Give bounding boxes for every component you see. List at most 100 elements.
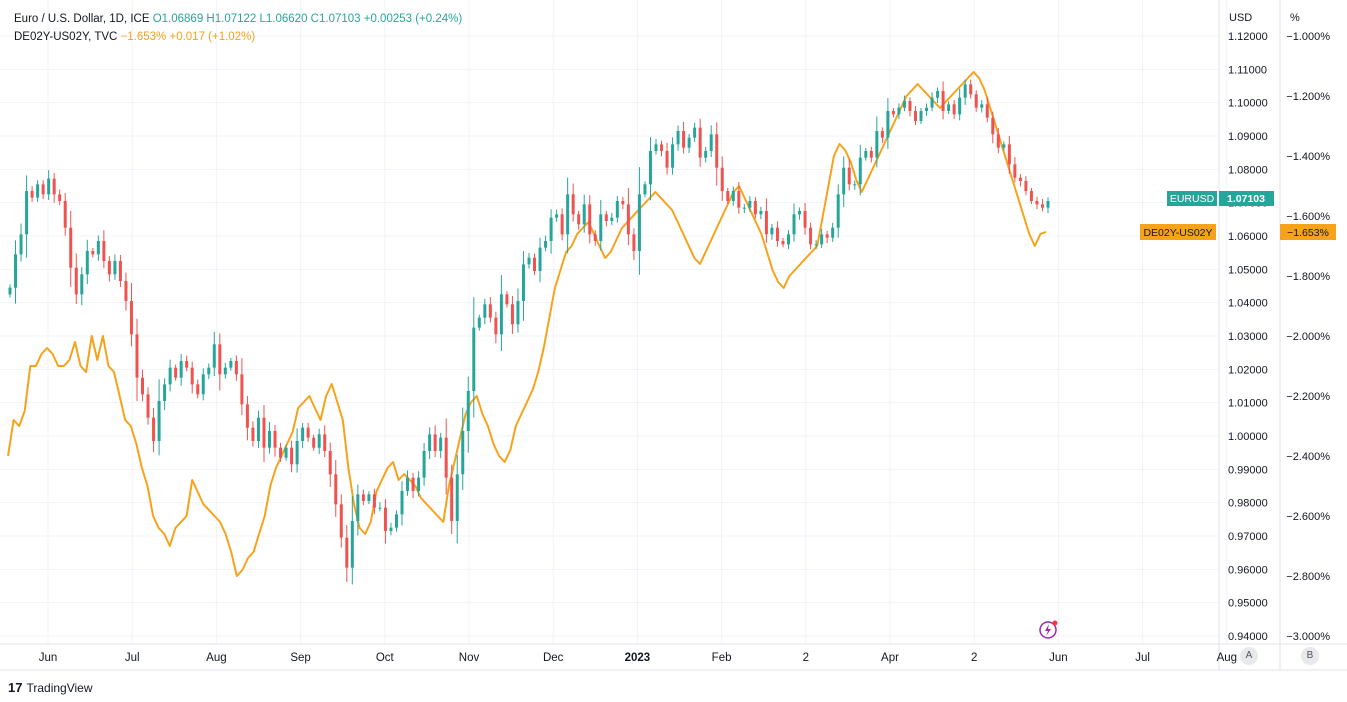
candle-body bbox=[1013, 164, 1017, 178]
candle-body bbox=[372, 494, 376, 508]
pct-unit-label: % bbox=[1290, 12, 1300, 24]
candle-body bbox=[969, 84, 973, 95]
candle-body bbox=[869, 151, 873, 158]
usd-tick-label: 0.98000 bbox=[1228, 498, 1268, 510]
candle-body bbox=[571, 194, 575, 215]
candle-body bbox=[41, 184, 45, 195]
candle-body bbox=[135, 334, 139, 378]
candle-body bbox=[400, 491, 404, 515]
pct-axis[interactable]: −1.000% −1.200% −1.400% −1.600% −1.800% −2.00… bbox=[1286, 31, 1330, 643]
candle-body bbox=[488, 304, 492, 318]
candle-body bbox=[350, 521, 354, 568]
time-tick-label: Jun bbox=[1049, 652, 1068, 664]
candle-body bbox=[207, 367, 211, 375]
candle-body bbox=[952, 104, 956, 115]
candle-body bbox=[328, 451, 332, 475]
candle-body bbox=[577, 214, 581, 225]
candle-body bbox=[538, 247, 542, 271]
candle-body bbox=[317, 434, 321, 448]
candle-body bbox=[245, 404, 249, 428]
candle-body bbox=[842, 167, 846, 195]
legend-low: L1.06620 bbox=[259, 13, 308, 25]
candle-body bbox=[781, 241, 785, 245]
scale-b-button[interactable]: B bbox=[1301, 647, 1319, 665]
candle-body bbox=[185, 361, 189, 368]
legend-second-symbol[interactable]: DE02Y-US02Y, TVC bbox=[14, 31, 118, 43]
candle-body bbox=[179, 361, 183, 378]
candle-body bbox=[665, 151, 669, 168]
candle-body bbox=[422, 451, 426, 478]
candle-body bbox=[1018, 177, 1022, 181]
candle-body bbox=[91, 251, 95, 255]
candle-body bbox=[726, 191, 730, 201]
tradingview-logo-icon: 17 bbox=[8, 680, 23, 695]
candle-body bbox=[720, 167, 724, 191]
usd-price-axis[interactable]: 1.120001.110001.100001.090001.080001.070… bbox=[1228, 31, 1268, 643]
candle-body bbox=[334, 474, 338, 505]
candle-body bbox=[295, 441, 299, 465]
candle-body bbox=[25, 191, 29, 235]
candle-body bbox=[660, 144, 664, 151]
usd-tick-label: 0.97000 bbox=[1228, 531, 1268, 543]
candle-body bbox=[1002, 144, 1006, 148]
candle-body bbox=[759, 211, 763, 215]
usd-tick-label: 0.95000 bbox=[1228, 598, 1268, 610]
usd-tick-label: 1.09000 bbox=[1228, 131, 1268, 143]
candle-body bbox=[1029, 191, 1033, 201]
candle-body bbox=[8, 287, 12, 295]
candle-body bbox=[510, 304, 514, 325]
pct-tick-label: −2.800% bbox=[1286, 571, 1330, 583]
candle-body bbox=[323, 434, 327, 451]
candle-body bbox=[676, 131, 680, 145]
candle-body bbox=[555, 214, 559, 218]
legend-close: C1.07103 bbox=[310, 13, 361, 25]
candle-body bbox=[1040, 204, 1044, 208]
candle-body bbox=[455, 474, 459, 521]
candle-body bbox=[345, 537, 349, 568]
candle-body bbox=[698, 127, 702, 158]
candle-body bbox=[1007, 144, 1011, 165]
candle-body bbox=[268, 431, 271, 448]
candle-body bbox=[682, 131, 686, 148]
candle-body bbox=[141, 377, 145, 395]
candle-body bbox=[107, 261, 111, 275]
candle-body bbox=[339, 504, 343, 538]
legend-main-symbol[interactable]: Euro / U.S. Dollar, 1D, ICE bbox=[14, 13, 150, 25]
time-axis[interactable]: Jun Jul Aug Sep Oct Nov Dec 2023 Feb 2 Apr 2 Jun Jul A… bbox=[39, 652, 1237, 664]
candle-body bbox=[527, 257, 531, 265]
candle-body bbox=[212, 344, 216, 368]
candle-body bbox=[157, 401, 161, 441]
usd-tick-label: 1.12000 bbox=[1228, 31, 1268, 43]
pct-tick-label: −2.200% bbox=[1286, 391, 1330, 403]
candle-body bbox=[809, 227, 813, 245]
candle-body bbox=[69, 227, 73, 268]
candle-body bbox=[251, 427, 255, 441]
candle-body bbox=[383, 507, 387, 531]
candle-body bbox=[897, 107, 901, 115]
candle-body bbox=[974, 94, 978, 108]
candle-body bbox=[63, 201, 67, 228]
candle-body bbox=[472, 327, 476, 391]
candle-body bbox=[306, 427, 310, 438]
lightning-icon[interactable] bbox=[1039, 620, 1058, 639]
usd-tick-label: 0.94000 bbox=[1228, 631, 1268, 643]
spread-line bbox=[7, 71, 1047, 577]
candle-body bbox=[637, 194, 641, 251]
candle-body bbox=[378, 507, 382, 509]
time-tick-label: Jul bbox=[125, 652, 140, 664]
auto-scale-button[interactable]: A bbox=[1240, 647, 1258, 665]
usd-unit-label: USD bbox=[1229, 12, 1253, 24]
candle-body bbox=[588, 204, 592, 235]
candle-body bbox=[477, 317, 481, 328]
candle-body bbox=[279, 447, 283, 458]
candle-body bbox=[864, 151, 868, 158]
candle-body bbox=[1024, 181, 1028, 191]
candle-body bbox=[417, 477, 421, 491]
legend-second-values: −1.653% +0.017 (+1.02%) bbox=[120, 31, 256, 43]
candle-body bbox=[201, 374, 205, 395]
candle-body bbox=[118, 261, 122, 281]
candle-body bbox=[770, 227, 774, 235]
usd-tick-label: 0.99000 bbox=[1228, 464, 1268, 476]
usd-tick-label: 1.10000 bbox=[1228, 98, 1268, 110]
